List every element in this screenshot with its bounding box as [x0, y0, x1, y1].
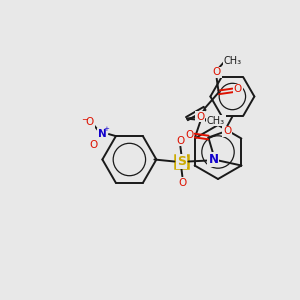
Text: CH₃: CH₃ — [207, 116, 225, 126]
Text: N: N — [98, 129, 106, 139]
Text: O: O — [185, 130, 194, 140]
Text: O: O — [86, 117, 94, 127]
Text: CH₃: CH₃ — [224, 56, 242, 66]
Text: O: O — [178, 178, 187, 188]
Text: O: O — [196, 112, 205, 122]
Text: O: O — [212, 68, 221, 77]
Text: O: O — [176, 136, 184, 146]
Text: O: O — [90, 140, 98, 150]
Text: +: + — [103, 126, 109, 132]
Text: −: − — [81, 116, 87, 124]
Text: O: O — [223, 127, 232, 136]
Text: O: O — [233, 84, 242, 94]
Text: S: S — [177, 155, 186, 168]
Text: N: N — [208, 153, 218, 166]
FancyBboxPatch shape — [175, 155, 188, 168]
